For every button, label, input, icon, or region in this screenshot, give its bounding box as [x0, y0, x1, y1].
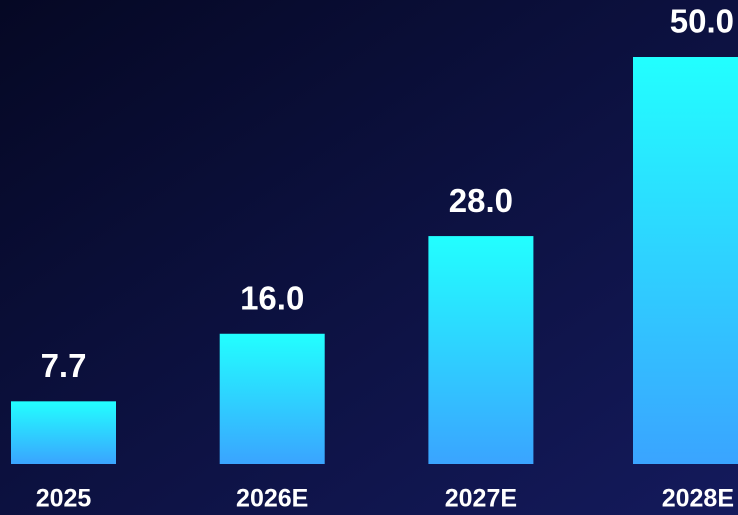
x-tick-label: 2027E — [445, 485, 517, 513]
value-label: 28.0 — [449, 182, 513, 219]
x-tick-label: 2026E — [236, 485, 308, 513]
bar — [428, 236, 534, 464]
x-tick-label: 2028E — [662, 485, 734, 513]
bar — [219, 333, 325, 464]
value-label: 7.7 — [41, 347, 87, 384]
value-label: 16.0 — [240, 279, 304, 316]
bar — [11, 401, 116, 464]
value-label: 50.0 — [670, 3, 734, 40]
bar — [633, 57, 738, 464]
x-tick-label: 2025 — [36, 485, 92, 513]
